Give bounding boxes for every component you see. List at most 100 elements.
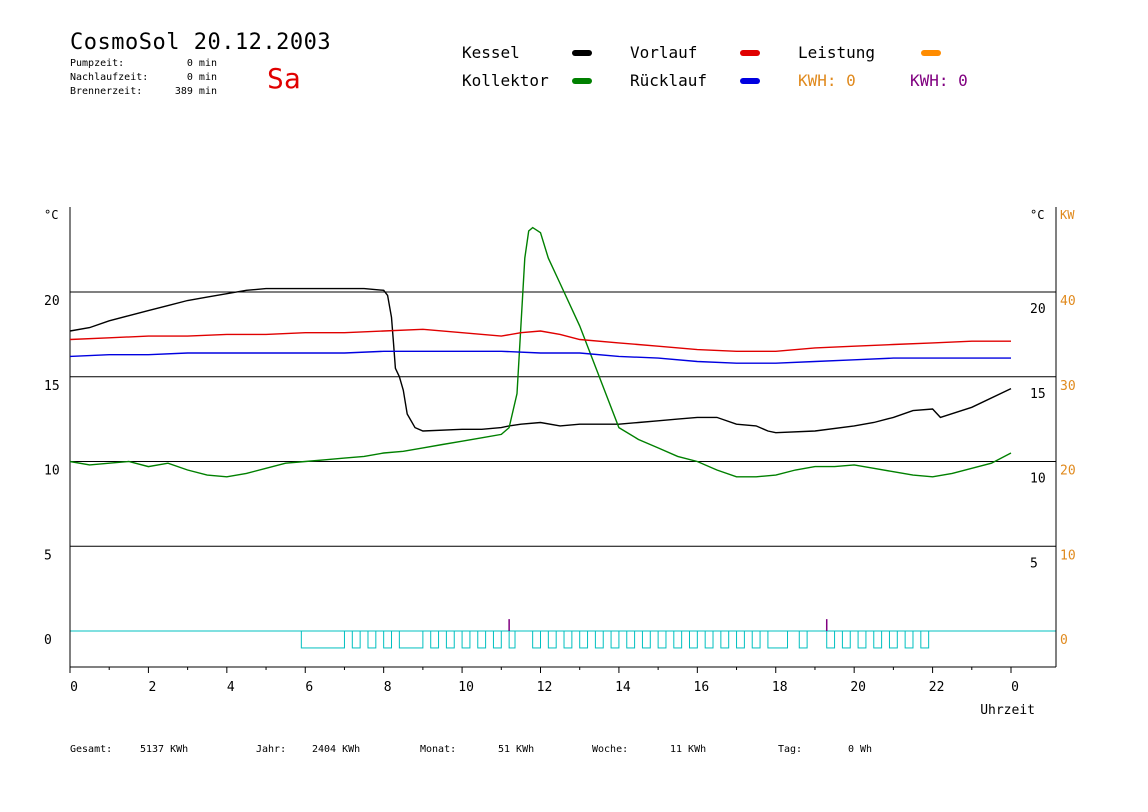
series-line-kessel [69,287,1012,434]
pump-pulse-13 [563,630,573,649]
footer-value-woche: 11 KWh [670,744,707,755]
legend-swatch-kollektor [572,78,592,84]
x-tick-label: 20 [850,680,866,695]
grid-layer [70,291,1056,632]
pump-pulse-21 [688,630,698,649]
legend-swatch-kessel [572,50,592,56]
series-line-vorlauf [69,328,1011,352]
x-tick-label: 18 [772,680,788,695]
x-tick-label: 0 [70,680,78,695]
y-left-tick-label: 10 [44,464,60,479]
pump-pulse-2 [367,630,377,649]
pump-pulse-30 [857,630,867,649]
pump-pulse-29 [841,630,851,649]
pump-pulse-1 [351,630,361,649]
x-tick-label: 16 [694,680,710,695]
footer-label-tag: Tag: [778,744,803,755]
pump-pulse-28 [826,630,836,649]
footer-label-woche: Woche: [592,744,629,755]
series-line-rcklauf [69,350,1011,364]
footer-value-monat: 51 KWh [498,744,535,755]
x-tick-label: 8 [384,680,392,695]
y-axis-left-unit: °C [44,208,58,222]
legend-label-vorlauf: Vorlauf [630,43,698,62]
pump-pulse-8 [477,630,487,649]
y-left-tick-label: 15 [44,379,60,394]
footer-value-jahr: 2404 KWh [312,744,361,755]
footer-label-jahr: Jahr: [256,744,287,755]
legend-label-ruecklauf: Rücklauf [630,71,708,90]
y-left-tick-label: 0 [44,633,52,648]
stat-value-pumpzeit: 0 min [186,58,217,69]
pump-pulse-4 [398,630,424,649]
stat-value-nachlaufzeit: 0 min [186,72,217,83]
x-tick-label: 6 [305,680,313,695]
footer-label-monat: Monat: [420,744,457,755]
pump-pulse-34 [920,630,930,649]
y-axis-power-unit: KW [1060,208,1075,222]
pump-pulse-5 [430,630,440,649]
pump-pulse-9 [492,630,502,649]
y-right-power-tick-label: 20 [1060,464,1076,479]
footer-value-tag: 0 Wh [848,744,873,755]
pump-pulse-16 [610,630,620,649]
labels-layer: 0 2 4 6 8 10 12 14 16 18 20 22 0 Uhrzeit °C °C KW 0 5 10 15 2… [44,208,1076,718]
pump-pulse-25 [751,630,761,649]
x-tick-label: 12 [537,680,553,695]
pump-pulse-3 [383,630,393,649]
legend-label-kessel: Kessel [462,43,520,62]
pump-pulse-31 [873,630,883,649]
y-right-power-tick-label: 30 [1060,379,1076,394]
x-tick-label: 2 [149,680,157,695]
pump-pulse-14 [579,630,589,649]
pump-pulse-27 [798,630,808,649]
pump-pulse-11 [532,630,541,649]
pump-pulse-18 [641,630,651,649]
stat-label-nachlaufzeit: Nachlaufzeit: [70,72,149,83]
pump-pulse-17 [626,630,636,649]
legend-swatch-vorlauf [740,50,760,56]
y-right-power-tick-label: 0 [1060,633,1068,648]
y-axis-right-unit: °C [1030,208,1044,222]
pump-pulse-7 [461,630,471,649]
pump-pulse-33 [904,630,914,649]
x-tick-label: 22 [929,680,945,695]
y-right-temp-tick-label: 15 [1030,387,1046,402]
weekday-label: Sa [267,62,301,95]
series-layer [69,226,1012,478]
pump-pulse-6 [445,630,455,649]
pump-pulse-24 [736,630,745,649]
y-left-tick-label: 5 [44,548,52,563]
series-line-kollektor [69,226,1012,478]
pump-pulse-layer [300,619,930,649]
pump-pulse-10 [508,630,516,649]
pump-pulse-15 [594,630,604,649]
pump-pulse-19 [657,630,667,649]
kwh-label-2: KWH: 0 [910,71,968,90]
x-tick-label: 0 [1011,680,1019,695]
pump-pulse-26 [767,630,789,649]
legend-label-kollektor: Kollektor [462,71,549,90]
pump-pulse-20 [673,630,683,649]
axes-layer [69,207,1057,673]
legend-swatch-leistung [921,50,941,56]
pump-pulse-0 [300,630,345,649]
pump-pulse-32 [888,630,898,649]
y-left-tick-label: 20 [44,294,60,309]
y-right-temp-tick-label: 20 [1030,302,1046,317]
footer-value-gesamt: 5137 KWh [140,744,189,755]
y-right-power-tick-label: 40 [1060,294,1076,309]
x-axis-title: Uhrzeit [980,703,1035,718]
stat-label-pumpzeit: Pumpzeit: [70,58,125,69]
kwh-label-1: KWH: 0 [798,71,856,90]
y-right-temp-tick-label: 5 [1030,556,1038,571]
y-right-temp-tick-label: 10 [1030,472,1046,487]
x-tick-label: 14 [615,680,631,695]
page-title: CosmoSol 20.12.2003 [70,30,332,55]
footer-label-gesamt: Gesamt: [70,744,113,755]
pump-pulse-23 [720,630,730,649]
pump-pulse-22 [704,630,714,649]
y-right-power-tick-label: 10 [1060,548,1076,563]
x-tick-label: 10 [458,680,474,695]
